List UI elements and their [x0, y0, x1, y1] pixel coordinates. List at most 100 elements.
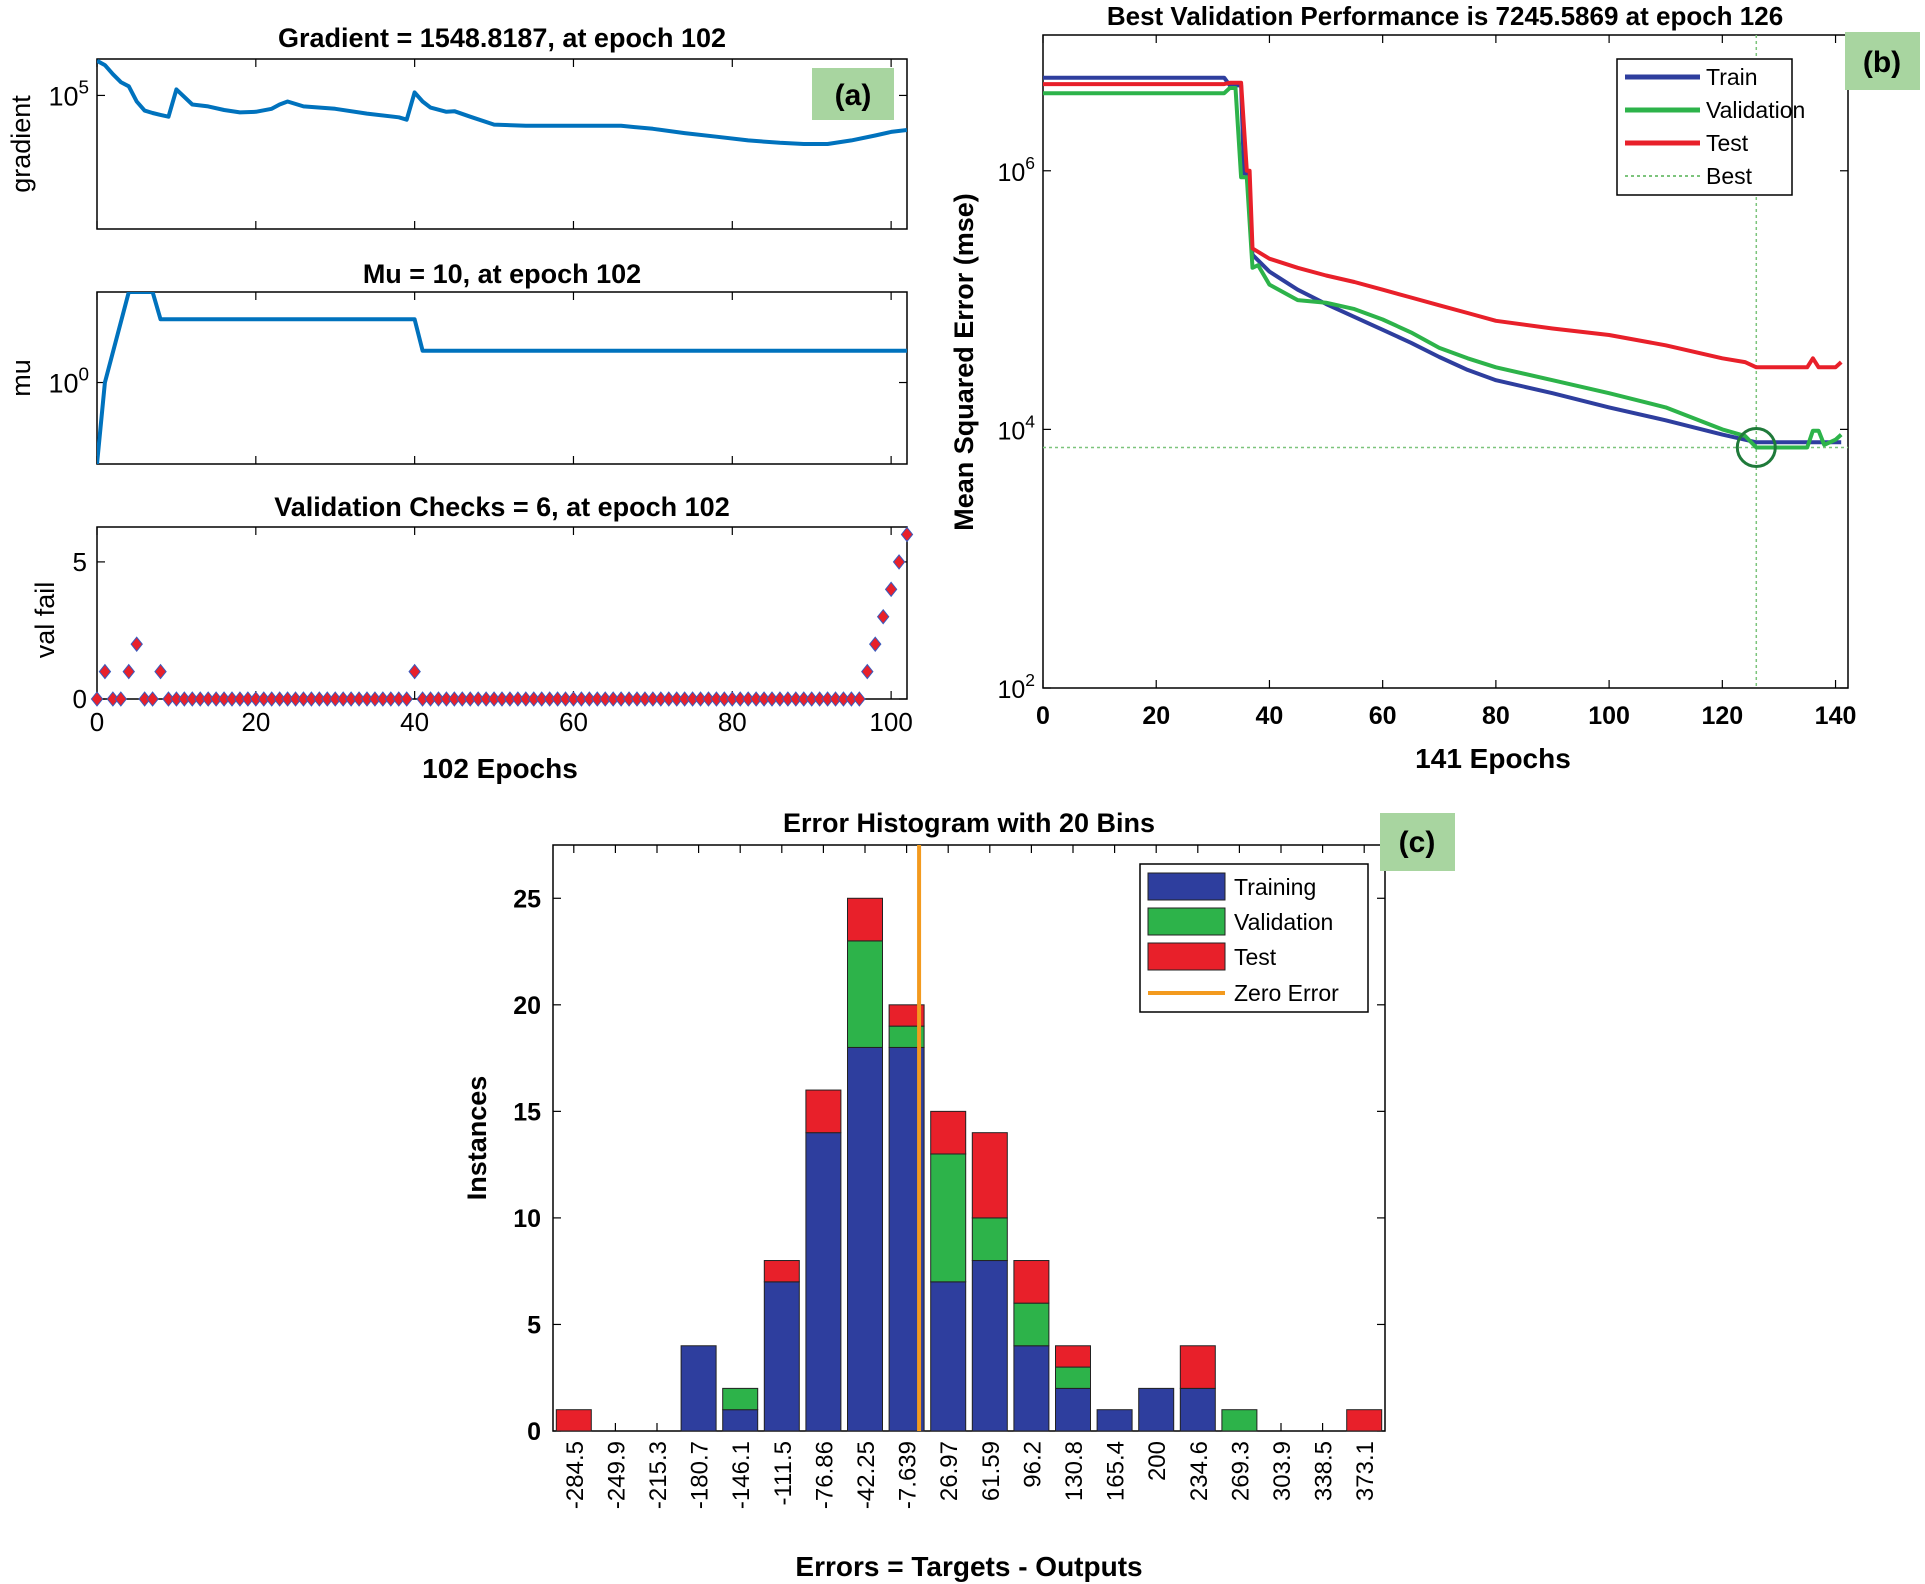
hist-bar-test: [805, 1089, 842, 1134]
hist-x-tick-label: 165.4: [1103, 1441, 1130, 1501]
hist-x-tick-label: 130.8: [1061, 1441, 1088, 1501]
hist-x-tick-label: -284.5: [562, 1441, 589, 1509]
perf-x-label: 141 Epochs: [1415, 743, 1571, 774]
hist-x-tick-label: -42.25: [853, 1441, 880, 1509]
hist-bar-validation: [971, 1217, 1008, 1262]
hist-x-tick-label: -249.9: [603, 1441, 630, 1509]
val-x-tick-label: 0: [90, 707, 104, 737]
hist-x-tick-label: 61.59: [978, 1441, 1005, 1501]
panel-label-c-text: (c): [1399, 826, 1436, 859]
hist-axes-box: [552, 844, 1386, 1432]
perf-y-tick-label: 104: [997, 411, 1035, 445]
gradient-y-tick-label: 105: [48, 77, 89, 111]
mu-line: [97, 292, 907, 464]
hist-bar-test: [930, 1110, 967, 1155]
val-x-label: 102 Epochs: [422, 753, 578, 784]
hist-legend-training-label: Training: [1234, 874, 1316, 900]
hist-bar-test: [971, 1132, 1008, 1219]
val-marker: [146, 691, 159, 707]
perf-x-tick-label: 80: [1482, 702, 1510, 730]
hist-x-label: Errors = Targets - Outputs: [795, 1551, 1142, 1582]
mu-y-label: mu: [6, 359, 36, 397]
val-axes-box: [96, 526, 908, 700]
perf-x-tick-label: 140: [1815, 702, 1857, 730]
val-marker: [853, 691, 866, 707]
hist-legend-validation-label: Validation: [1234, 909, 1333, 935]
hist-bar-test: [1346, 1409, 1383, 1432]
panel-label-a-text: (a): [835, 79, 872, 112]
hist-bar-test: [1179, 1345, 1216, 1389]
hist-x-tick-label: -180.7: [687, 1441, 714, 1509]
perf-line-train: [1043, 75, 1842, 445]
hist-bar-test: [1013, 1260, 1050, 1304]
hist-bar-training: [722, 1409, 759, 1432]
hist-x-tick-label: 338.5: [1311, 1441, 1338, 1501]
hist-x-tick-label: -146.1: [728, 1441, 755, 1509]
val-x-tick-label: 80: [718, 707, 747, 737]
mu-y-tick-labels: 100: [48, 365, 89, 399]
val-marker: [98, 663, 112, 680]
hist-x-tick-label: 234.6: [1186, 1441, 1213, 1501]
val-marker: [868, 636, 882, 652]
panel-label-c: (c): [1380, 813, 1455, 871]
hist-bar-validation: [847, 940, 883, 1048]
hist-x-tick-label: -76.86: [811, 1441, 838, 1509]
hist-x-tick-label: -7.639: [895, 1441, 922, 1509]
val-marker: [900, 526, 914, 543]
hist-bar-test: [888, 1004, 925, 1027]
hist-legend-test-label: Test: [1234, 944, 1277, 970]
perf-x-tick-label: 100: [1588, 702, 1630, 730]
perf-legend-best-label: Best: [1706, 163, 1753, 189]
val-x-tick-label: 40: [400, 707, 429, 737]
mu-title: Mu = 10, at epoch 102: [363, 259, 641, 289]
perf-legend-valid-label: Validation: [1706, 97, 1805, 123]
perf-legend-test-label: Test: [1706, 130, 1749, 156]
mu-axes-box: [96, 291, 908, 465]
val-marker: [876, 608, 890, 625]
hist-y-tick-label: 25: [513, 885, 541, 913]
val-y-label: val fail: [30, 582, 60, 659]
hist-bar-training: [1138, 1387, 1175, 1432]
perf-y-tick-label: 102: [997, 670, 1035, 704]
hist-title: Error Histogram with 20 Bins: [783, 808, 1155, 838]
gradient-y-label: gradient: [6, 95, 36, 193]
perf-best-circle: [1735, 426, 1777, 468]
panel-label-a-bg: [812, 68, 894, 120]
val-ticks: 0 20 40 60 80 100 0 5: [73, 527, 913, 737]
performance-chart: Best Validation Performance is 7245.5869…: [949, 1, 1920, 774]
hist-bar-test: [763, 1260, 800, 1283]
perf-title: Best Validation Performance is 7245.5869…: [1107, 1, 1783, 31]
val-marker: [400, 691, 413, 707]
perf-y-label: Mean Squared Error (mse): [949, 193, 979, 531]
perf-legend-train-label: Train: [1706, 64, 1758, 90]
hist-x-tick-labels: -284.5 -249.9 -215.3 -180.7 -146.1 -111.5 -76.…: [562, 1441, 1379, 1509]
hist-bar-training: [805, 1132, 842, 1432]
hist-legend-zero-label: Zero Error: [1234, 980, 1339, 1006]
perf-legend-box: [1616, 58, 1793, 196]
hist-x-tick-label: -111.5: [770, 1441, 797, 1506]
mu-chart: Mu = 10, at epoch 102 mu 100: [6, 259, 908, 465]
panel-label-b: (b): [1845, 32, 1920, 90]
validation-checks-chart: Validation Checks = 6, at epoch 102 0 20 4…: [30, 492, 914, 784]
gradient-ticks: [96, 59, 907, 229]
perf-line-validation: [1043, 86, 1843, 450]
hist-bar-validation: [1013, 1302, 1050, 1347]
perf-x-tick-label: 120: [1701, 702, 1743, 730]
perf-legend: Train Validation Test Best: [1616, 58, 1805, 196]
hist-y-label: Instances: [462, 1076, 492, 1201]
hist-bar-validation: [930, 1153, 967, 1283]
val-x-tick-label: 100: [869, 707, 912, 737]
val-x-tick-label: 60: [559, 707, 588, 737]
panel-label-b-bg: [1845, 32, 1920, 90]
gradient-line: [97, 59, 907, 146]
hist-y-tick-label: 20: [513, 992, 541, 1020]
val-marker: [154, 663, 167, 680]
gradient-chart: Gradient = 1548.8187, at epoch 102 gradi…: [6, 23, 908, 230]
val-marker: [114, 691, 128, 707]
hist-x-tick-label: 200: [1144, 1441, 1171, 1481]
hist-legend-training-swatch: [1147, 872, 1226, 901]
perf-y-tick-label: 106: [997, 153, 1035, 187]
hist-bar-training: [971, 1260, 1008, 1432]
hist-legend-test-swatch: [1147, 942, 1226, 971]
